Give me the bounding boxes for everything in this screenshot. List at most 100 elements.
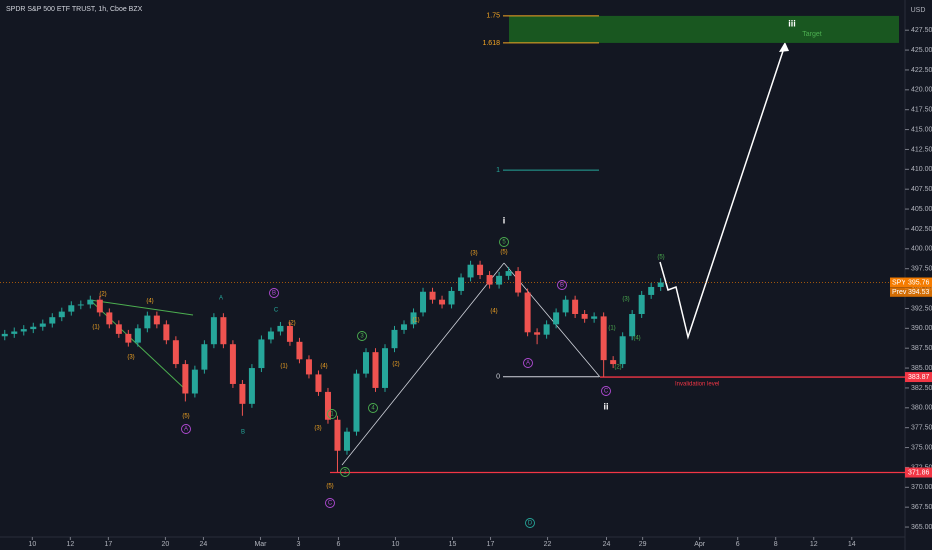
annotation: iii: [788, 18, 796, 28]
candle-body: [49, 317, 56, 324]
candle-body: [629, 314, 636, 337]
projection-path: [659, 44, 786, 340]
annotation: (5): [657, 255, 664, 261]
annotation-circle: [357, 331, 367, 341]
candle-body: [286, 325, 293, 342]
y-tick-label: 390.00: [911, 325, 932, 332]
x-tick-label: 3: [297, 541, 301, 548]
candle-body: [163, 324, 170, 341]
candle-body: [619, 336, 626, 365]
x-tick-label: Mar: [254, 541, 267, 548]
candle-body: [401, 324, 408, 330]
y-tick-label: 425.00: [911, 47, 932, 54]
annotation: 3: [360, 334, 364, 340]
y-tick-label: 380.00: [911, 405, 932, 412]
candle-body: [58, 311, 65, 318]
level-tag: [905, 467, 932, 478]
candle-body: [638, 294, 645, 315]
x-tick-label: 15: [449, 541, 457, 548]
y-tick-label: 382.50: [911, 385, 932, 392]
y-tick-label: 412.50: [911, 146, 932, 153]
candle-body: [315, 374, 322, 392]
annotation: (4): [633, 336, 640, 342]
annotation: (3): [470, 251, 477, 257]
y-tick-label: 415.00: [911, 126, 932, 133]
y-tick-label: 392.50: [911, 305, 932, 312]
annotation: D: [528, 521, 533, 527]
projection-arrowhead: [779, 42, 789, 52]
candle-body: [134, 328, 141, 343]
annotation: (3): [622, 297, 629, 303]
candle-body: [30, 326, 37, 330]
candle-body: [229, 344, 236, 384]
x-tick-label: 24: [603, 541, 611, 548]
fib-label: 1.75: [486, 13, 500, 20]
level-tag-label: 383.87: [908, 374, 930, 381]
annotation: (5): [500, 250, 507, 256]
level-tag: [905, 372, 932, 383]
symbol-tag-label: SPY: [892, 279, 906, 286]
annotation: (3): [127, 355, 134, 361]
candle-body: [267, 331, 274, 340]
annotation: (2): [288, 321, 295, 327]
candle-body: [277, 325, 284, 332]
x-tick-label: 8: [774, 541, 778, 548]
annotation: ii: [603, 401, 608, 411]
annotation: C: [274, 308, 279, 314]
annotation-circle: [269, 288, 279, 298]
candle-body: [239, 383, 246, 404]
annotation: C: [328, 501, 333, 507]
annotation-circle: [368, 403, 378, 413]
candle-body: [201, 344, 208, 370]
candle-body: [182, 364, 189, 394]
y-tick-label: 397.50: [911, 266, 932, 273]
candle-body: [334, 419, 341, 451]
candle-body: [581, 314, 588, 319]
x-tick-label: 10: [392, 541, 400, 548]
y-tick-label: 375.00: [911, 444, 932, 451]
annotation: (4): [146, 299, 153, 305]
candle-body: [353, 373, 360, 432]
candle-body: [467, 264, 474, 278]
x-tick-label: 22: [544, 541, 552, 548]
annotation: (1): [92, 325, 99, 331]
candle-body: [106, 312, 113, 325]
target-label: Target: [802, 31, 822, 38]
chart-title: SPDR S&P 500 ETF TRUST, 1h, Cboe BZX: [6, 6, 143, 13]
candle-body: [220, 317, 227, 345]
prev-tag: [890, 287, 932, 297]
x-tick-label: 10: [28, 541, 36, 548]
annotation: (2): [614, 365, 621, 371]
level-tag-label: 371.86: [908, 469, 930, 476]
triangle-line: [89, 299, 194, 316]
y-tick-label: 407.50: [911, 186, 932, 193]
candle-body: [505, 271, 512, 276]
candle-body: [391, 329, 398, 349]
x-tick-label: 29: [639, 541, 647, 548]
y-tick-label: 427.50: [911, 27, 932, 34]
fib-label: 0: [496, 374, 500, 381]
annotation: (5): [182, 414, 189, 420]
last-price-label: 395.76: [908, 279, 930, 286]
annotation: (4): [320, 364, 327, 370]
candle-body: [324, 391, 331, 420]
annotation: Invalidation level: [675, 382, 719, 388]
candle-body: [420, 291, 427, 313]
candle-body: [600, 316, 607, 361]
fib-trend-line: [341, 262, 505, 466]
y-tick-label: 367.50: [911, 504, 932, 511]
candle-body: [562, 299, 569, 313]
annotation-circle: [327, 409, 337, 419]
candle-body: [486, 275, 493, 285]
annotation-circle: [525, 518, 535, 528]
x-tick-label: 6: [736, 541, 740, 548]
annotation: (4): [490, 309, 497, 315]
candle-body: [1, 333, 8, 337]
annotation: (2): [99, 292, 106, 298]
annotation: (1): [412, 318, 419, 324]
annotation-circle: [340, 467, 350, 477]
annotation-circle: [523, 358, 533, 368]
fib-label: 1.618: [482, 40, 500, 47]
